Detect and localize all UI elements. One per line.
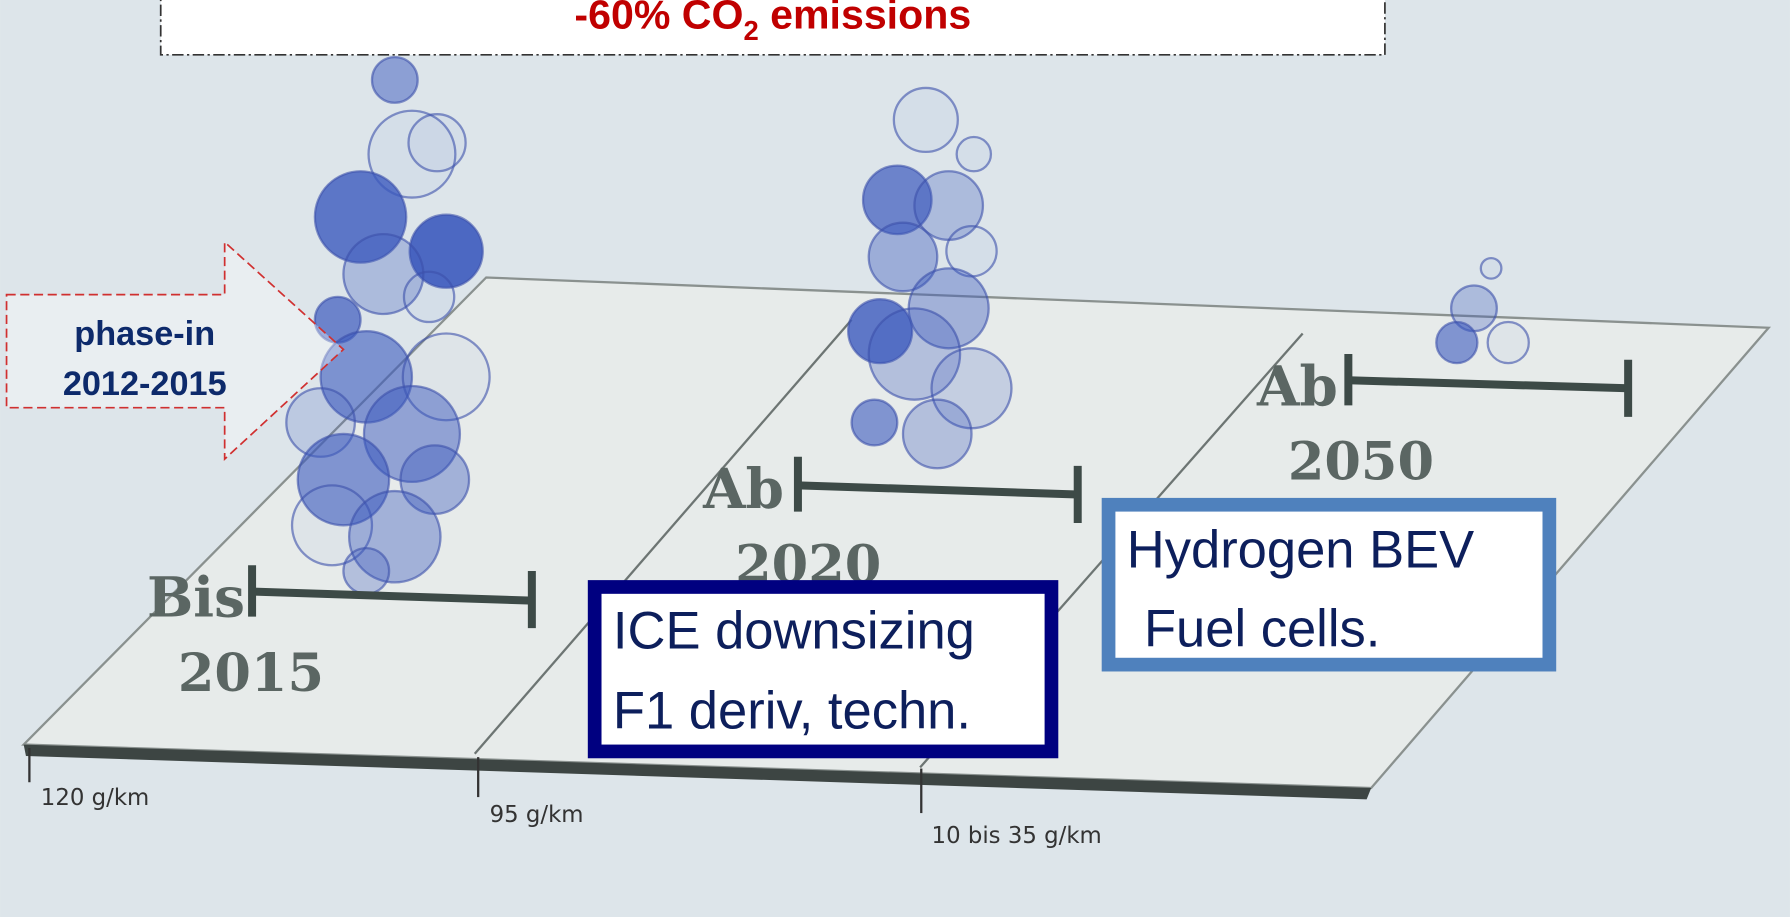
box-text: Hydrogen BEV [1127,521,1474,580]
title-text: emissions [759,0,972,38]
milestone-prefix: Bis [147,566,245,630]
box-text: F1 deriv, techn. [613,682,971,741]
bubble [903,400,972,469]
scale-label: 10 bis 35 g/km [932,823,1102,849]
milestone-prefix: Ab [1256,354,1338,418]
bubble [1436,322,1477,363]
scale-label: 120 g/km [41,785,149,811]
milestone-year: 2015 [178,643,324,704]
bubble [372,57,418,103]
bubble [894,88,958,152]
bubble [1481,258,1502,279]
bubble [852,400,898,446]
title-text: -60% CO [574,0,743,38]
scale-label: 95 g/km [490,802,584,828]
bubble [409,114,466,171]
milestone-prefix: Ab [702,457,784,521]
arrow-label: 2012-2015 [63,365,227,403]
bubble [1488,322,1529,363]
bubble [957,137,991,171]
box-text: ICE downsizing [613,602,975,661]
infographic: Bis 2015 Ab 2020 Ab 2050 120 g/km 95 g/k… [0,0,1790,917]
bubble [404,272,454,322]
bubble [343,548,389,594]
title-subscript: 2 [743,15,758,46]
milestone-year: 2050 [1288,432,1434,493]
box-text: Fuel cells. [1144,599,1380,658]
arrow-label: phase-in [74,315,215,353]
